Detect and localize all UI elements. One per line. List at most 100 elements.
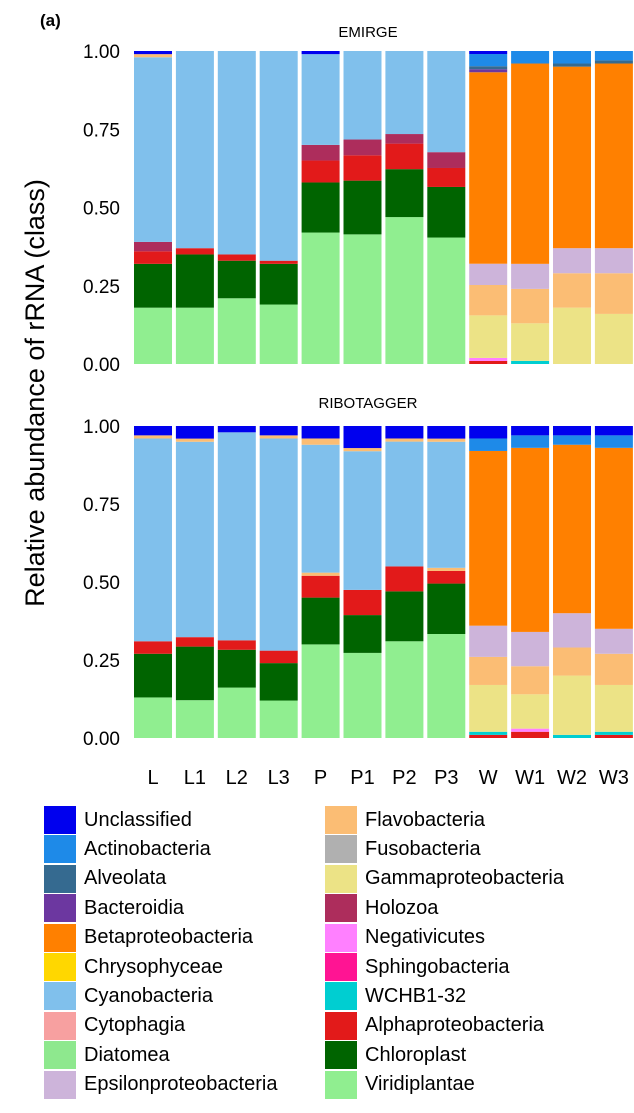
top-bar-segment: [385, 169, 424, 218]
bottom-bar-segment: [553, 675, 591, 735]
bottom-bar-segment: [217, 426, 256, 433]
top-bar-segment: [301, 182, 340, 233]
bottom-bar-segment: [553, 647, 591, 676]
top-bar-segment: [343, 51, 382, 140]
legend-swatch: [325, 1041, 357, 1070]
top-bar-segment: [594, 313, 633, 364]
bottom-bar-segment: [301, 444, 340, 573]
top-bar-segment: [175, 51, 214, 249]
top-bar-segment: [259, 260, 298, 264]
legend-label: Sphingobacteria: [365, 955, 510, 978]
bottom-bar-segment: [511, 426, 550, 436]
top-bar-segment: [175, 307, 214, 364]
bottom-bar-segment: [469, 656, 508, 685]
bottom-bar-segment: [511, 447, 550, 632]
legend-item: Cyanobacteria: [44, 982, 213, 1011]
bottom-bar-segment: [511, 435, 550, 448]
bottom-bar-segment: [301, 438, 340, 445]
bottom-bar-segment: [511, 631, 550, 667]
bottom-panel-plot: 0.00 0.25 0.50 0.75 1.00: [83, 417, 633, 750]
legend-item: Betaproteobacteria: [44, 923, 254, 952]
top-bar-segment: [469, 66, 508, 70]
bottom-bar-segment: [134, 697, 172, 738]
bottom-bar-segment: [134, 641, 172, 654]
legend-swatch: [325, 1070, 357, 1099]
bottom-bar-segment: [511, 694, 550, 729]
top-bar-segment: [217, 298, 256, 364]
top-bar-segment: [511, 63, 550, 264]
bottom-bar-segment: [553, 734, 591, 738]
x-tick-label: P2: [392, 767, 416, 789]
bottom-tick-label: 0.25: [83, 651, 120, 672]
legend-swatch: [325, 835, 357, 864]
top-bar-segment: [427, 237, 466, 364]
top-bar-segment: [594, 51, 633, 61]
panel-label: (a): [40, 11, 61, 30]
top-bar-segment: [217, 260, 256, 299]
top-bar-segment: [511, 263, 550, 289]
top-tick-label: 0.00: [83, 355, 120, 376]
top-bar-segment: [469, 315, 508, 358]
legend-item: Bacteroidia: [44, 894, 185, 923]
bottom-tick-label: 1.00: [83, 417, 120, 438]
bottom-bar-segment: [511, 728, 550, 732]
top-bar-segment: [385, 51, 424, 135]
legend-swatch: [44, 1070, 76, 1099]
legend-swatch: [325, 1011, 357, 1040]
x-tick-label: L: [147, 767, 158, 789]
top-bar-segment: [594, 63, 633, 249]
bottom-bar-segment: [343, 448, 382, 452]
bottom-bar-segment: [553, 426, 591, 436]
legend-item: Viridiplantae: [325, 1070, 475, 1099]
legend-label: Flavobacteria: [365, 808, 486, 831]
top-bar-segment: [511, 360, 550, 364]
top-bar-segment: [134, 263, 172, 308]
bottom-bar-segment: [594, 628, 633, 654]
legend-item: Cytophagia: [44, 1011, 186, 1040]
legend-swatch: [44, 864, 76, 893]
legend-label: Diatomea: [84, 1043, 170, 1066]
bottom-bar-segment: [259, 435, 298, 439]
legend-label: Bacteroidia: [84, 896, 185, 919]
legend-item: Flavobacteria: [325, 806, 485, 834]
bottom-tick-label: 0.00: [83, 729, 120, 750]
top-bar-segment: [343, 234, 382, 364]
bottom-panel-title: RIBOTAGGER: [319, 395, 418, 412]
bottom-bar-segment: [343, 652, 382, 738]
top-bar-segment: [469, 72, 508, 264]
bottom-bar-segment: [427, 567, 466, 571]
legend-label: Betaproteobacteria: [84, 926, 254, 949]
bottom-bar-segment: [469, 684, 508, 732]
bottom-bar-segment: [301, 572, 340, 576]
legend-swatch: [325, 953, 357, 981]
legend-swatch: [325, 864, 357, 893]
top-bar-segment: [469, 51, 508, 55]
bottom-bar-segment: [134, 426, 172, 436]
legend-swatch: [325, 982, 357, 1011]
top-bar-segment: [343, 139, 382, 156]
legend-swatch: [44, 806, 76, 834]
top-bar-segment: [469, 357, 508, 361]
legend-swatch: [325, 806, 357, 834]
top-bar-segment: [469, 54, 508, 67]
x-tick-label: P1: [350, 767, 374, 789]
bottom-bar-segment: [427, 426, 466, 439]
x-tick-label: L1: [184, 767, 206, 789]
top-bar-segment: [594, 273, 633, 314]
bottom-bar-segment: [594, 731, 633, 735]
bottom-tick-label: 0.50: [83, 573, 120, 594]
bottom-bar-segment: [594, 426, 633, 436]
legend-label: Alveolata: [84, 867, 167, 890]
bottom-bar-segment: [427, 570, 466, 584]
x-tick-label: L2: [226, 767, 248, 789]
legend-label: Actinobacteria: [84, 837, 211, 860]
bottom-bar-segment: [175, 438, 214, 442]
bottom-bar-segment: [385, 426, 424, 439]
legend-label: Cytophagia: [84, 1014, 186, 1037]
bottom-bar-segment: [469, 731, 508, 735]
top-bar-segment: [134, 307, 172, 364]
top-bar-segment: [134, 251, 172, 264]
bottom-bar-segment: [594, 684, 633, 732]
top-bar-segment: [134, 51, 172, 55]
top-bar-segment: [385, 134, 424, 144]
